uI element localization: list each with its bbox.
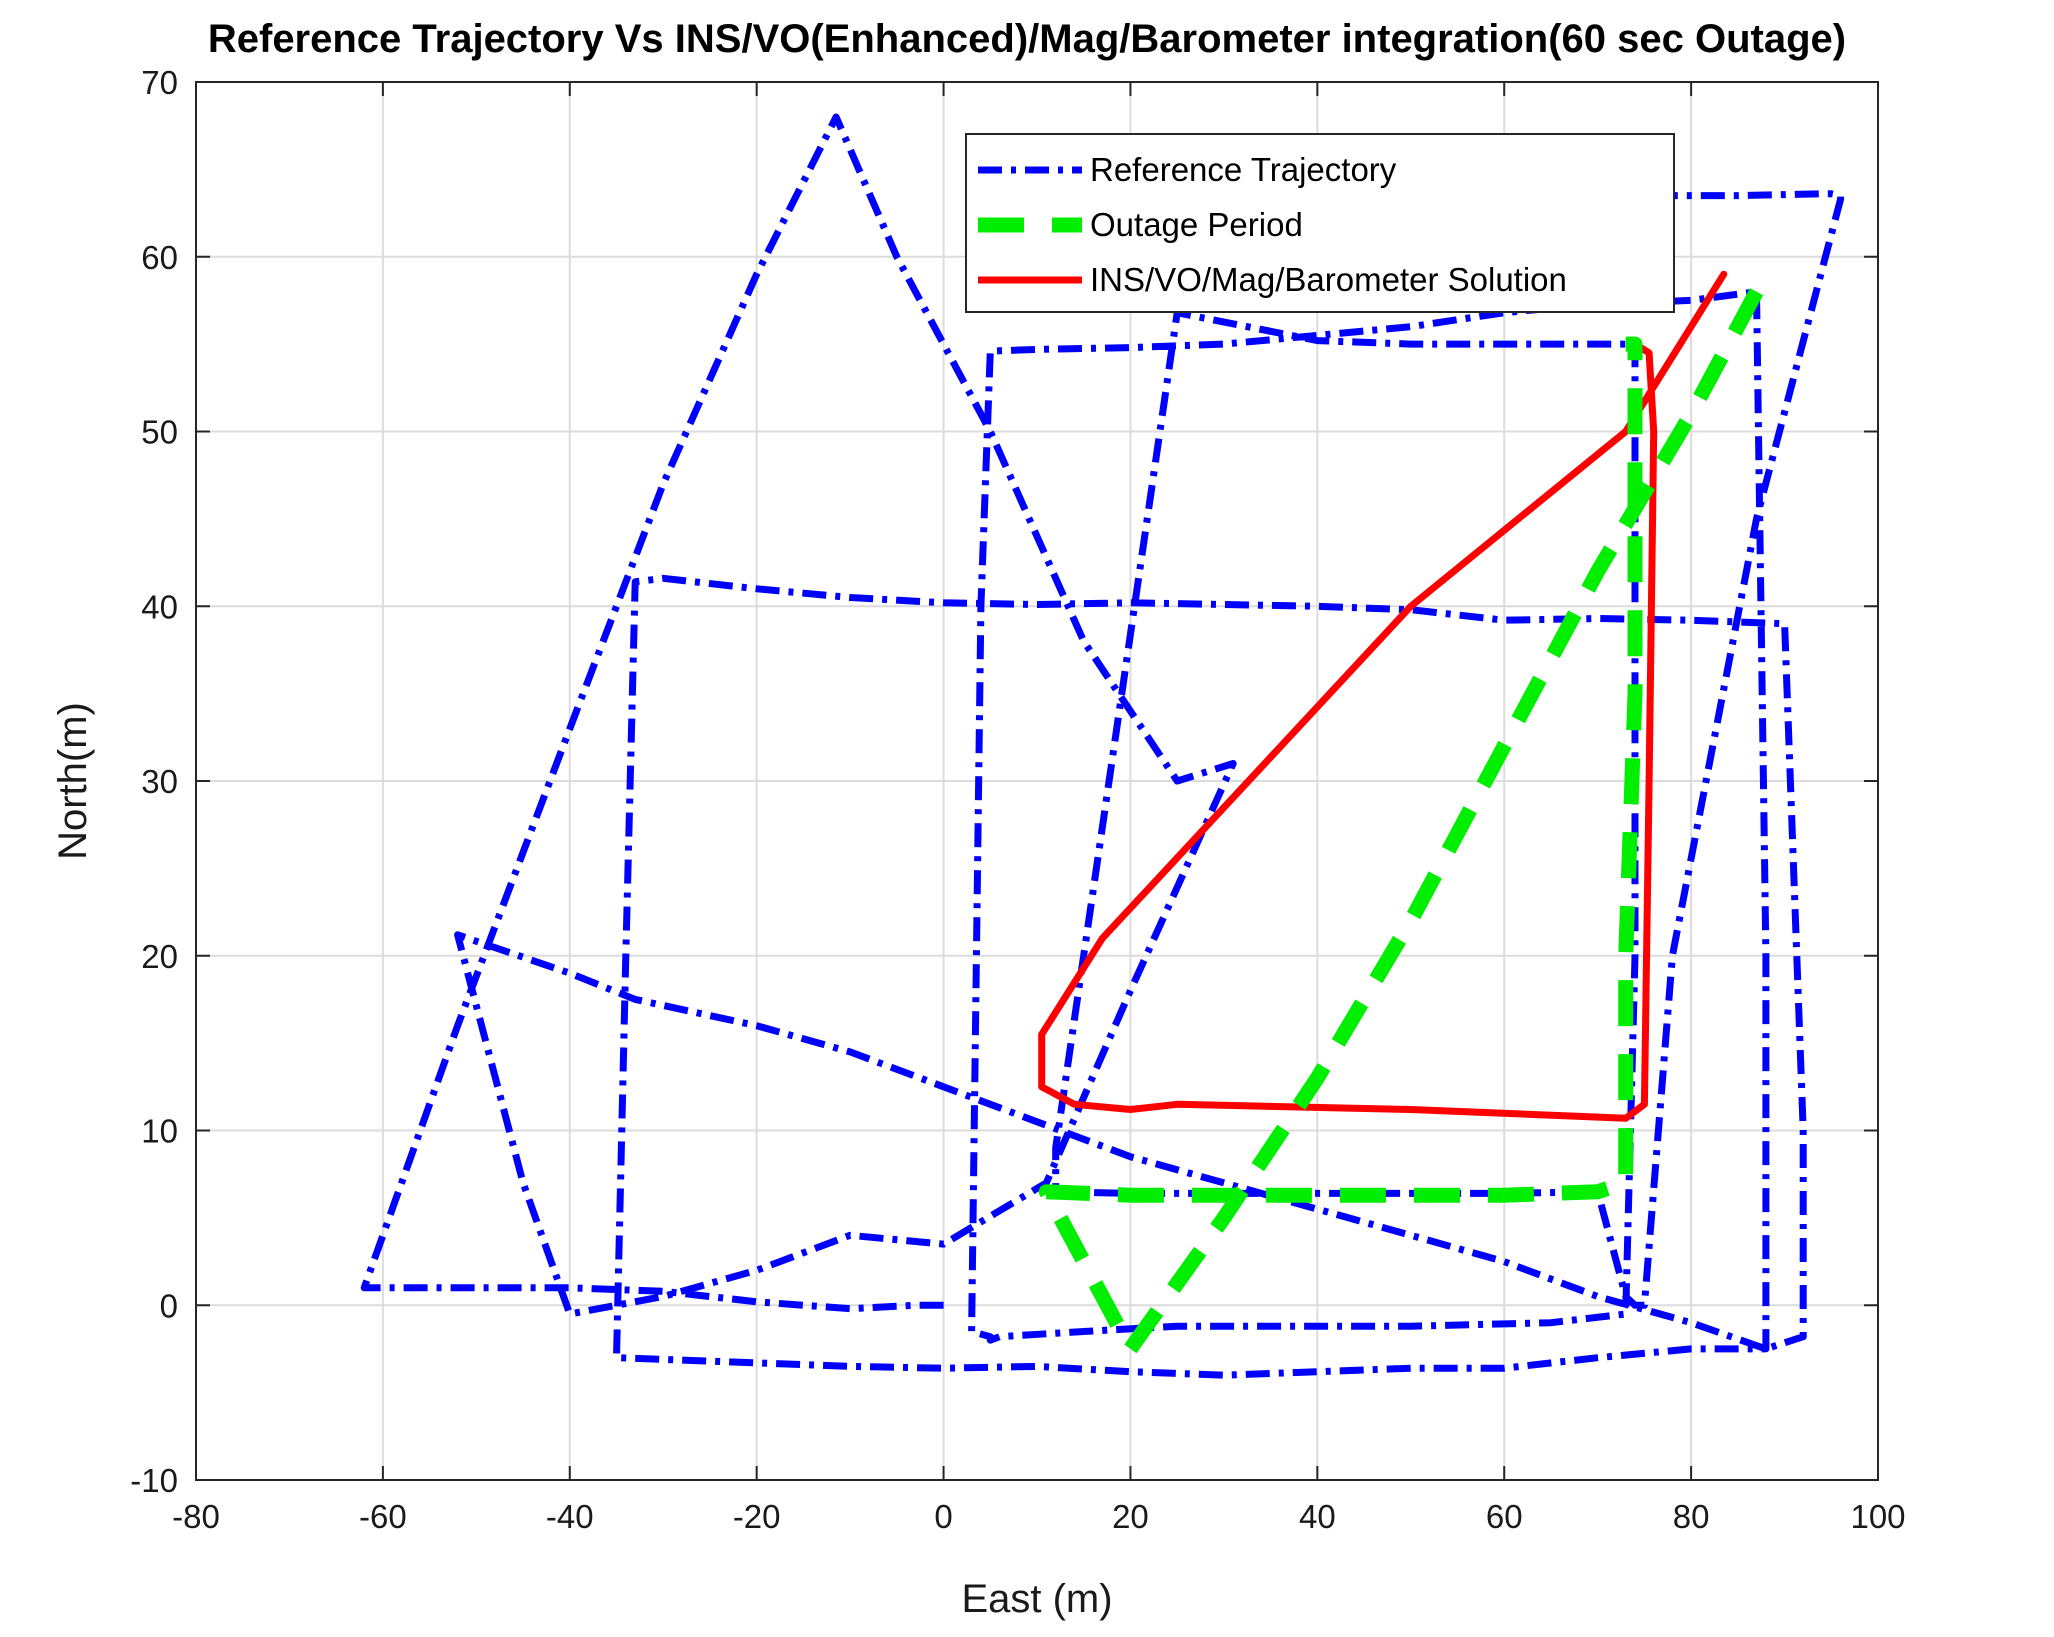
x-tick-label: 80 [1673,1498,1710,1535]
series-lines [360,113,1845,1379]
legend-label-outage: Outage Period [1090,206,1303,243]
y-tick-label: 0 [160,1287,178,1324]
chart-title: Reference Trajectory Vs INS/VO(Enhanced)… [208,17,1846,61]
y-tick-label: 40 [141,588,178,625]
legend-box [965,133,1675,313]
x-tick-label: 100 [1850,1498,1905,1535]
x-tick-label: 20 [1112,1498,1149,1535]
x-tick-label: 40 [1299,1498,1336,1535]
x-tick-label: -40 [546,1498,594,1535]
plot-frame [195,81,1879,1481]
series-line-1 [1038,288,1764,1357]
y-tick-label: 60 [141,239,178,276]
y-tick-label: 70 [141,64,178,101]
series-line-2 [1038,270,1728,1122]
x-tick-label: -80 [172,1498,220,1535]
y-tick-label: 20 [141,938,178,975]
grid-lines [196,82,1878,1480]
y-tick-label: -10 [130,1462,178,1499]
y-tick-label: 30 [141,763,178,800]
x-tick-label: -20 [733,1498,781,1535]
legend-label-solution: INS/VO/Mag/Barometer Solution [1090,261,1567,298]
y-axis-label: North(m) [51,702,95,860]
y-tick-label: 50 [141,414,178,451]
x-axis-label: East (m) [961,1577,1112,1621]
y-tick-label: 10 [141,1113,178,1150]
x-tick-label: 60 [1486,1498,1523,1535]
x-tick-label: -60 [359,1498,407,1535]
series-line-0 [360,113,1845,1379]
legend: Reference Trajectory Outage Period INS/V… [965,133,1675,313]
legend-label-reference: Reference Trajectory [1090,151,1397,188]
x-tick-label: 0 [934,1498,952,1535]
